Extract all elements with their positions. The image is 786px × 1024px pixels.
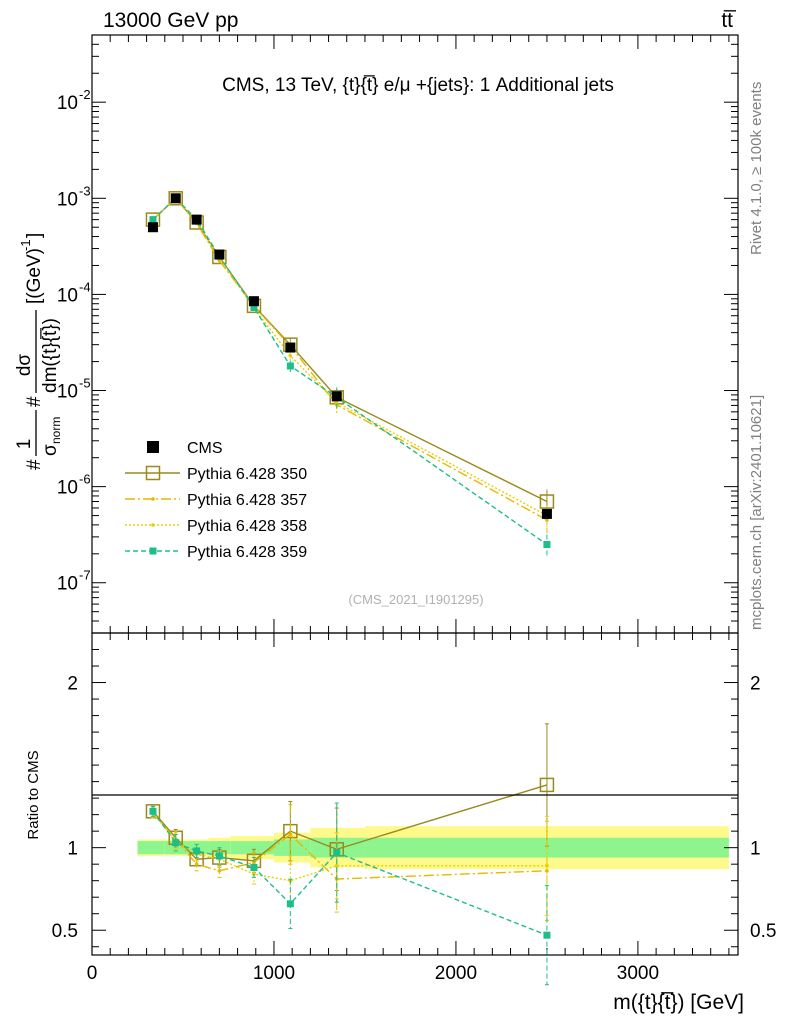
ratio-point-series-1	[288, 832, 293, 837]
main-point-series-0	[168, 191, 183, 206]
y-tick-label: 10	[57, 382, 78, 403]
channel-label: tt̅	[721, 9, 737, 32]
main-point-series-2	[288, 353, 293, 358]
ratio-band-inner	[230, 841, 274, 855]
main-point-series-3	[543, 540, 551, 548]
ratio-y-axis-label: Ratio to CMS	[25, 750, 42, 839]
y-tick-label-exponent: -5	[79, 376, 91, 391]
legend-marker-series-1	[151, 497, 155, 501]
ratio-point-series-3	[250, 863, 258, 871]
y-tick-label: 10	[57, 189, 78, 210]
cms-point	[191, 214, 202, 225]
y-tick-label-exponent: -2	[79, 87, 91, 102]
ratio-point-series-2	[334, 864, 339, 868]
analysis-watermark: (CMS_2021_I1901295)	[348, 592, 483, 607]
legend-label-series-1: Pythia 6.428 357	[187, 492, 307, 509]
ratio-tick-label-right: 1	[750, 839, 761, 860]
main-point-series-0	[539, 494, 555, 509]
ratio-tick-label-left: 0.5	[52, 921, 78, 942]
main-point-series-3	[149, 216, 157, 224]
ratio-point-series-3	[543, 931, 551, 939]
cms-point	[214, 249, 225, 260]
x-tick-label: 0	[87, 963, 98, 984]
process-label: 13000 GeV pp	[103, 9, 238, 32]
ratio-uncertainty-bands	[137, 826, 729, 870]
cms-point	[248, 296, 259, 307]
ratio-tick-label-right: 0.5	[750, 921, 776, 942]
ylabel-frac1-sub: norm	[49, 417, 63, 444]
ylabel-units: [(GeV)	[24, 248, 45, 304]
ratio-band-inner	[310, 837, 365, 858]
y-tick-label-exponent: -3	[79, 183, 91, 198]
cms-point	[147, 222, 158, 233]
legend-marker-series-3	[149, 547, 157, 555]
ratio-point-series-3	[215, 852, 223, 860]
ylabel-hash-2: #	[24, 396, 45, 407]
ratio-point-series-3	[193, 847, 201, 855]
ylabel-frac1-num: 1	[14, 439, 35, 450]
rivet-label: Rivet 4.1.0, ≥ 100k events	[748, 82, 765, 255]
ratio-point-series-3	[286, 900, 294, 908]
ratio-point-series-1	[217, 868, 222, 873]
y-tick-label-exponent: -4	[79, 279, 91, 294]
y-tick-label-exponent: -6	[79, 472, 91, 487]
ylabel-units-exp: -1	[18, 239, 33, 251]
ylabel-frac2-den: dm({t}{t̅})	[40, 318, 61, 393]
y-tick-label: 10	[57, 478, 78, 499]
y-tick-label: 10	[57, 93, 78, 114]
legend-marker-cms	[147, 441, 159, 453]
ylabel-frac1-den: σ	[40, 444, 61, 456]
chart-title: CMS, 13 TeV, {t}{t̅} e/μ +{jets}: 1 Addi…	[222, 75, 614, 96]
ratio-point-series-2	[545, 864, 549, 868]
ylabel-frac2-num: dσ	[14, 354, 35, 377]
legend: CMS Pythia 6.428 350 Pythia 6.428 357 Pythi…	[125, 440, 307, 561]
ratio-point-series-0	[539, 777, 555, 793]
ylabel-units-close: ]	[24, 233, 45, 238]
x-axis-label: m({t}{t̅}) [GeV]	[613, 991, 744, 1014]
y-tick-label-exponent: -7	[79, 568, 91, 583]
y-tick-label: 10	[57, 574, 78, 595]
y-axis-label: # 1 σ norm # dσ dm({t}{t̅}) [(GeV) -1 ]	[14, 233, 63, 470]
legend-marker-series-0	[145, 465, 161, 481]
ratio-tick-label-left: 2	[67, 674, 78, 695]
legend-label-series-0: Pythia 6.428 350	[187, 466, 307, 483]
ylabel-hash-1: #	[24, 459, 45, 470]
main-point-series-3	[286, 362, 294, 370]
main-point-series-2	[334, 400, 339, 405]
legend-label-series-3: Pythia 6.428 359	[187, 544, 307, 561]
cms-point	[541, 508, 552, 519]
main-point-series-1	[545, 518, 549, 522]
ratio-tick-label-right: 2	[750, 674, 761, 695]
x-tick-label: 2000	[435, 963, 477, 984]
ratio-point-series-3	[333, 849, 341, 857]
ratio-band-inner	[273, 839, 311, 856]
ratio-point-series-1	[194, 862, 199, 866]
legend-label-cms: CMS	[187, 440, 223, 457]
x-tick-labels: 0 1000 2000 3000	[87, 963, 659, 984]
cms-point	[331, 391, 342, 402]
cms-point	[285, 342, 296, 353]
x-tick-label: 3000	[617, 963, 659, 984]
cms-point	[170, 193, 181, 204]
ratio-panel-frame	[91, 632, 739, 956]
ratio-tick-label-left: 1	[67, 839, 78, 860]
mcplots-label: mcplots.cern.ch [arXiv:2401.10621]	[748, 395, 765, 630]
y-tick-label: 10	[57, 285, 78, 306]
x-tick-label: 1000	[253, 963, 295, 984]
main-point-series-3	[250, 304, 258, 312]
ratio-point-series-3	[149, 807, 157, 815]
ratio-series-layer	[145, 723, 555, 986]
ratio-axis-ticks: 0.5 0.5 1 1 2 2	[52, 632, 776, 955]
ratio-point-series-3	[172, 839, 180, 847]
main-axis-ticks: 10-710-610-510-410-310-2	[57, 34, 738, 634]
legend-marker-series-2	[151, 523, 155, 527]
ratio-band-inner	[137, 841, 165, 855]
cms-data-points	[147, 193, 552, 519]
ratio-point-series-1	[545, 868, 549, 873]
legend-label-series-2: Pythia 6.428 358	[187, 518, 307, 535]
